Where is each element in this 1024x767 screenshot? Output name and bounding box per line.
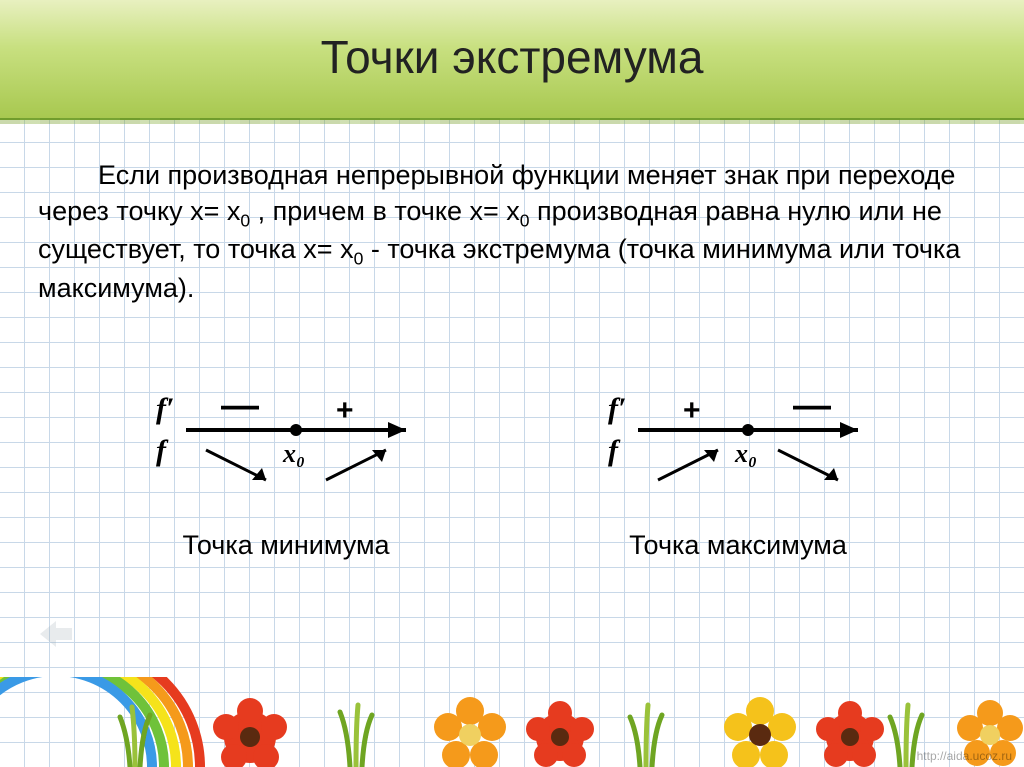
diagram-minimum: f′ f x₀ — + Точка минимума [136, 380, 436, 561]
fprime-label: f′ [608, 392, 626, 425]
watermark-url: http://aida.ucoz.ru [917, 749, 1012, 763]
diagram-row: f′ f x₀ — + Точка минимума f′ [0, 380, 1024, 561]
x0-label: x₀ [734, 439, 757, 468]
rainbow-icon [0, 677, 200, 767]
critical-point [290, 424, 302, 436]
prev-chevron-icon [40, 621, 72, 647]
arrowhead-icon [840, 422, 858, 438]
sign-right: + [336, 394, 354, 427]
critical-point [742, 424, 754, 436]
slide-title: Точки экстремума [0, 30, 1024, 84]
diagram-caption-maximum: Точка максимума [629, 530, 847, 561]
subscript: 0 [240, 210, 250, 230]
sign-left: — [221, 385, 259, 427]
arrowhead-icon [388, 422, 406, 438]
footer-decoration [0, 677, 1024, 767]
body-text-segment: , причем в точке x= x [250, 196, 520, 226]
body-paragraph: Если производная непрерывной функции мен… [38, 158, 986, 306]
fprime-label: f′ [156, 392, 174, 425]
sign-left: + [683, 394, 701, 427]
diagram-caption-minimum: Точка минимума [182, 530, 389, 561]
f-label: f [156, 434, 169, 467]
diagram-maximum: f′ f x₀ + — Точка максимума [588, 380, 888, 561]
sign-right: — [793, 385, 831, 427]
f-label: f [608, 434, 621, 467]
slide: Точки экстремума Если производная непрер… [0, 0, 1024, 767]
subscript: 0 [354, 249, 364, 269]
x0-label: x₀ [282, 439, 305, 468]
subscript: 0 [520, 210, 530, 230]
